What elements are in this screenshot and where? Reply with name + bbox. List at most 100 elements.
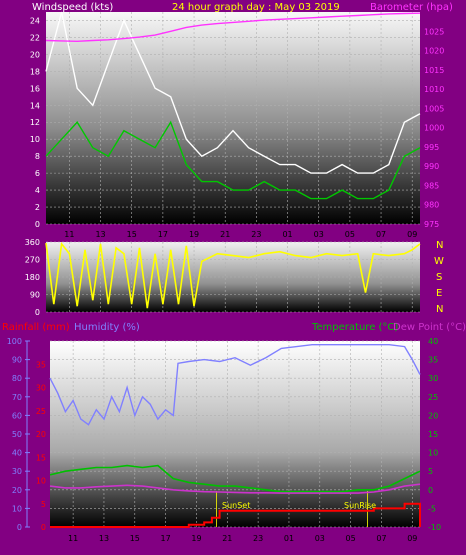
direction-series-layer bbox=[45, 241, 421, 309]
wind-x-tick: 13 bbox=[95, 230, 105, 239]
dewpoint-series-line bbox=[49, 483, 421, 494]
windspeed-axis-label: Windspeed (kts) bbox=[32, 2, 113, 13]
barometer-y-tick: 1000 bbox=[424, 124, 444, 133]
wind-direction-series-line bbox=[45, 241, 421, 309]
temperature-y-tick: 15 bbox=[428, 430, 438, 439]
wind-x-tick: 11 bbox=[64, 230, 74, 239]
wind-y-tick: 4 bbox=[35, 186, 40, 195]
bottom-x-tick: 19 bbox=[191, 534, 201, 543]
humidity-y-tick: 30 bbox=[12, 467, 22, 476]
temperature-y-tick: 20 bbox=[428, 411, 438, 420]
wind-plot-background bbox=[46, 12, 420, 224]
temperature-axis-label: Temperature (°C) bbox=[311, 322, 398, 333]
barometer-y-tick: 1015 bbox=[424, 66, 444, 75]
compass-n-bottom: N bbox=[436, 304, 443, 315]
wind-tick-labels: 11 13 15 17 19 21 23 01 03 05 07 090246810121416182… bbox=[30, 16, 445, 239]
barometer-y-tick: 1025 bbox=[424, 27, 444, 36]
wind-y-tick: 0 bbox=[35, 220, 40, 229]
wind-y-tick: 14 bbox=[30, 101, 40, 110]
wind-y-tick: 8 bbox=[35, 152, 40, 161]
temperature-y-tick: 35 bbox=[428, 356, 438, 365]
barometer-series-line bbox=[45, 12, 421, 43]
bottom-x-tick: 23 bbox=[253, 534, 263, 543]
barometer-y-tick: 985 bbox=[424, 181, 439, 190]
wind-x-tick: 15 bbox=[127, 230, 137, 239]
direction-y-tick: 90 bbox=[30, 291, 40, 300]
humidity-y-tick: 0 bbox=[17, 523, 22, 532]
bottom-series-layer bbox=[49, 344, 421, 528]
direction-y-tick: 360 bbox=[25, 238, 40, 247]
temperature-y-tick: 10 bbox=[428, 449, 438, 458]
direction-y-tick: 180 bbox=[25, 273, 40, 282]
wind-x-tick: 09 bbox=[407, 230, 417, 239]
temperature-y-tick: 40 bbox=[428, 337, 438, 346]
bottom-x-tick: 01 bbox=[284, 534, 294, 543]
barometer-y-tick: 1020 bbox=[424, 47, 444, 56]
wind-x-tick: 03 bbox=[314, 230, 324, 239]
wind-y-tick: 18 bbox=[30, 67, 40, 76]
temperature-y-tick: 25 bbox=[428, 393, 438, 402]
direction-tick-labels: 0 90 180 270 360 bbox=[25, 238, 40, 317]
bottom-x-tick: 13 bbox=[99, 534, 109, 543]
bottom-tick-labels: 11 13 15 17 19 21 23 01 03 05 07 090102030405060708… bbox=[7, 337, 441, 543]
humidity-axis-label: Humidity (%) bbox=[74, 322, 140, 333]
temperature-y-tick: -5 bbox=[428, 504, 436, 513]
wind-y-tick: 24 bbox=[30, 16, 40, 25]
wind-x-tick: 17 bbox=[158, 230, 168, 239]
compass-n-top: N bbox=[436, 240, 443, 251]
rainfall-y-tick: 20 bbox=[36, 430, 46, 439]
bottom-x-tick: 03 bbox=[315, 534, 325, 543]
bottom-x-tick: 07 bbox=[376, 534, 386, 543]
rainfall-y-tick: 5 bbox=[41, 500, 46, 509]
bottom-x-tick: 11 bbox=[68, 534, 78, 543]
dewpoint-axis-label: Dew Point (°C) bbox=[393, 322, 466, 333]
wind-series-layer bbox=[45, 11, 421, 200]
bottom-x-tick: 05 bbox=[346, 534, 356, 543]
humidity-y-tick: 40 bbox=[12, 449, 22, 458]
temperature-y-tick: 5 bbox=[428, 467, 433, 476]
barometer-y-tick: 1010 bbox=[424, 85, 444, 94]
wind-y-tick: 16 bbox=[30, 84, 40, 93]
bottom-x-tick: 21 bbox=[222, 534, 232, 543]
wind-x-tick: 23 bbox=[251, 230, 261, 239]
compass-w: W bbox=[434, 256, 444, 267]
wind-x-tick: 19 bbox=[189, 230, 199, 239]
barometer-y-tick: 995 bbox=[424, 143, 439, 152]
bottom-x-tick: 17 bbox=[161, 534, 171, 543]
barometer-y-tick: 990 bbox=[424, 162, 439, 171]
wind-x-tick: 05 bbox=[345, 230, 355, 239]
humidity-y-tick: 70 bbox=[12, 393, 22, 402]
rainfall-y-tick: 30 bbox=[36, 384, 46, 393]
rainfall-y-tick: 25 bbox=[36, 407, 46, 416]
humidity-y-tick: 10 bbox=[12, 504, 22, 513]
rainfall-y-tick: 10 bbox=[36, 477, 46, 486]
barometer-axis-label: Barometer (hpa) bbox=[370, 2, 453, 13]
barometer-y-tick: 975 bbox=[424, 220, 439, 229]
humidity-y-tick: 20 bbox=[12, 486, 22, 495]
bottom-x-tick: 15 bbox=[130, 534, 140, 543]
bottom-x-tick: 09 bbox=[407, 534, 417, 543]
temperature-y-tick: 30 bbox=[428, 374, 438, 383]
rainfall-axis-label: Rainfall (mm) bbox=[2, 322, 70, 333]
wind-y-tick: 12 bbox=[30, 118, 40, 127]
rainfall-y-tick: 35 bbox=[36, 360, 46, 369]
temperature-y-tick: 0 bbox=[428, 486, 433, 495]
sunset-annotation: SunSet bbox=[222, 501, 250, 510]
compass-s: S bbox=[436, 272, 442, 283]
chart-title: 24 hour graph day : May 03 2019 bbox=[172, 2, 340, 13]
wind-y-tick: 22 bbox=[30, 33, 40, 42]
humidity-y-tick: 90 bbox=[12, 356, 22, 365]
humidity-y-tick: 50 bbox=[12, 430, 22, 439]
humidity-series-line bbox=[49, 344, 421, 426]
barometer-y-tick: 1005 bbox=[424, 104, 444, 113]
wind-y-tick: 20 bbox=[30, 50, 40, 59]
temperature-y-tick: -10 bbox=[428, 523, 441, 532]
sun-annotations: SunSet SunRise bbox=[222, 501, 376, 510]
humidity-y-tick: 80 bbox=[12, 374, 22, 383]
barometer-y-tick: 980 bbox=[424, 201, 439, 210]
direction-y-tick: 0 bbox=[35, 308, 40, 317]
wind-x-tick: 01 bbox=[282, 230, 292, 239]
wind-x-tick: 21 bbox=[220, 230, 230, 239]
